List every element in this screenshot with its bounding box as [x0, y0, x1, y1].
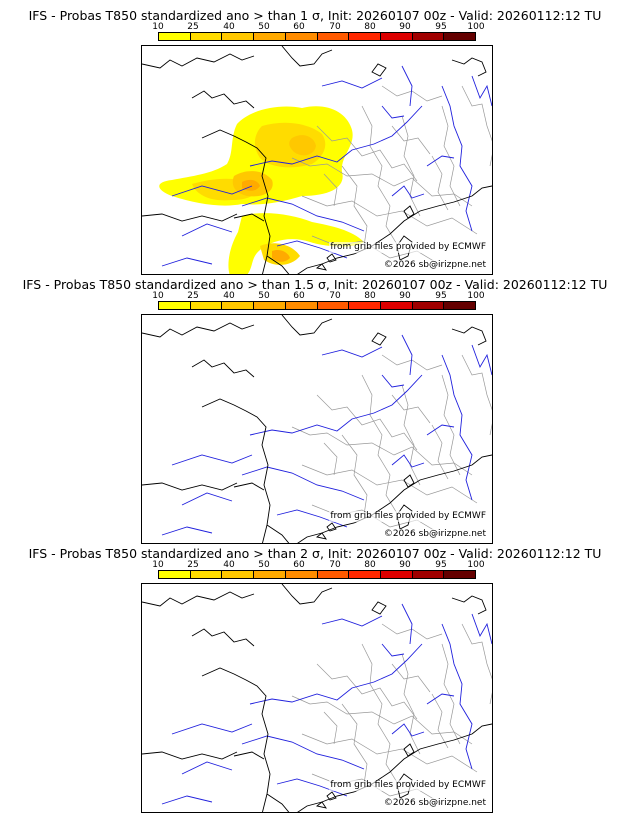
colorbar-cell — [222, 302, 255, 309]
colorbar-tick: 50 — [258, 22, 270, 32]
map-panel-1: IFS - Probas T850 standardized ano > tha… — [0, 8, 630, 277]
colorbar — [158, 570, 476, 579]
source-credit: from grib files provided by ECMWF — [329, 780, 487, 791]
colorbar-tick: 25 — [187, 291, 199, 301]
colorbar-labels: 10 25 40 50 60 70 80 90 95 100 — [152, 560, 484, 570]
colorbar-tick: 70 — [329, 560, 341, 570]
colorbar-tick: 80 — [364, 291, 376, 301]
colorbar-tick: 50 — [258, 560, 270, 570]
panel-title: IFS - Probas T850 standardized ano > tha… — [28, 546, 602, 561]
colorbar-cell — [349, 302, 381, 309]
map-svg — [142, 46, 492, 274]
colorbar-cell — [380, 33, 413, 40]
map-area: from grib files provided by ECMWF ©2026 … — [141, 45, 493, 275]
colorbar-cell — [190, 33, 223, 40]
colorbar — [158, 301, 476, 310]
map-panel-3: IFS - Probas T850 standardized ano > tha… — [0, 546, 630, 815]
colorbar-cell — [349, 571, 381, 578]
colorbar-tick: 50 — [258, 291, 270, 301]
colorbar-tick: 25 — [187, 560, 199, 570]
colorbar-cell — [317, 571, 350, 578]
colorbar-cell — [285, 33, 318, 40]
colorbar-cell — [444, 33, 476, 40]
colorbar-cell — [444, 571, 476, 578]
colorbar-tick: 95 — [435, 291, 447, 301]
map-area: from grib files provided by ECMWF ©2026 … — [141, 314, 493, 544]
colorbar-cell — [349, 33, 381, 40]
colorbar-tick: 40 — [223, 291, 235, 301]
colorbar-tick: 90 — [399, 22, 411, 32]
colorbar-tick: 10 — [152, 22, 164, 32]
copyright-credit: ©2026 sb@irizpne.net — [382, 260, 487, 271]
colorbar-tick: 80 — [364, 560, 376, 570]
colorbar-tick: 80 — [364, 22, 376, 32]
colorbar-cell — [190, 302, 223, 309]
colorbar-tick: 60 — [293, 22, 305, 32]
colorbar-tick: 25 — [187, 22, 199, 32]
colorbar-tick: 60 — [293, 560, 305, 570]
colorbar-tick: 95 — [435, 22, 447, 32]
colorbar-tick: 90 — [399, 291, 411, 301]
panel-title: IFS - Probas T850 standardized ano > tha… — [22, 277, 608, 292]
colorbar-tick: 60 — [293, 291, 305, 301]
colorbar-labels: 10 25 40 50 60 70 80 90 95 100 — [152, 22, 484, 32]
colorbar-tick: 90 — [399, 560, 411, 570]
colorbar-tick: 100 — [467, 22, 485, 32]
colorbar-labels: 10 25 40 50 60 70 80 90 95 100 — [152, 291, 484, 301]
colorbar-cell — [222, 33, 255, 40]
map-area: from grib files provided by ECMWF ©2026 … — [141, 583, 493, 813]
colorbar-cell — [190, 571, 223, 578]
colorbar-cell — [159, 302, 191, 309]
copyright-credit: ©2026 sb@irizpne.net — [382, 529, 487, 540]
map-svg — [142, 315, 492, 543]
colorbar-cell — [254, 302, 286, 309]
probability-shading — [159, 106, 364, 274]
colorbar-cell — [412, 571, 445, 578]
colorbar-tick: 40 — [223, 560, 235, 570]
colorbar-cell — [285, 302, 318, 309]
colorbar-cell — [222, 571, 255, 578]
colorbar-cell — [380, 302, 413, 309]
colorbar — [158, 32, 476, 41]
colorbar-cell — [254, 571, 286, 578]
colorbar-cell — [412, 302, 445, 309]
colorbar-tick: 10 — [152, 560, 164, 570]
colorbar-cell — [159, 33, 191, 40]
colorbar-cell — [254, 33, 286, 40]
colorbar-tick: 10 — [152, 291, 164, 301]
colorbar-cell — [380, 571, 413, 578]
colorbar-cell — [412, 33, 445, 40]
map-svg — [142, 584, 492, 812]
copyright-credit: ©2026 sb@irizpne.net — [382, 798, 487, 809]
colorbar-cell — [317, 33, 350, 40]
map-panel-2: IFS - Probas T850 standardized ano > tha… — [0, 277, 630, 546]
colorbar-cell — [317, 302, 350, 309]
colorbar-tick: 95 — [435, 560, 447, 570]
source-credit: from grib files provided by ECMWF — [329, 511, 487, 522]
colorbar-cell — [444, 302, 476, 309]
colorbar-tick: 70 — [329, 22, 341, 32]
colorbar-tick: 100 — [467, 291, 485, 301]
colorbar-tick: 70 — [329, 291, 341, 301]
colorbar-cell — [159, 571, 191, 578]
colorbar-tick: 100 — [467, 560, 485, 570]
colorbar-tick: 40 — [223, 22, 235, 32]
colorbar-cell — [285, 571, 318, 578]
source-credit: from grib files provided by ECMWF — [329, 242, 487, 253]
panel-title: IFS - Probas T850 standardized ano > tha… — [28, 8, 602, 23]
